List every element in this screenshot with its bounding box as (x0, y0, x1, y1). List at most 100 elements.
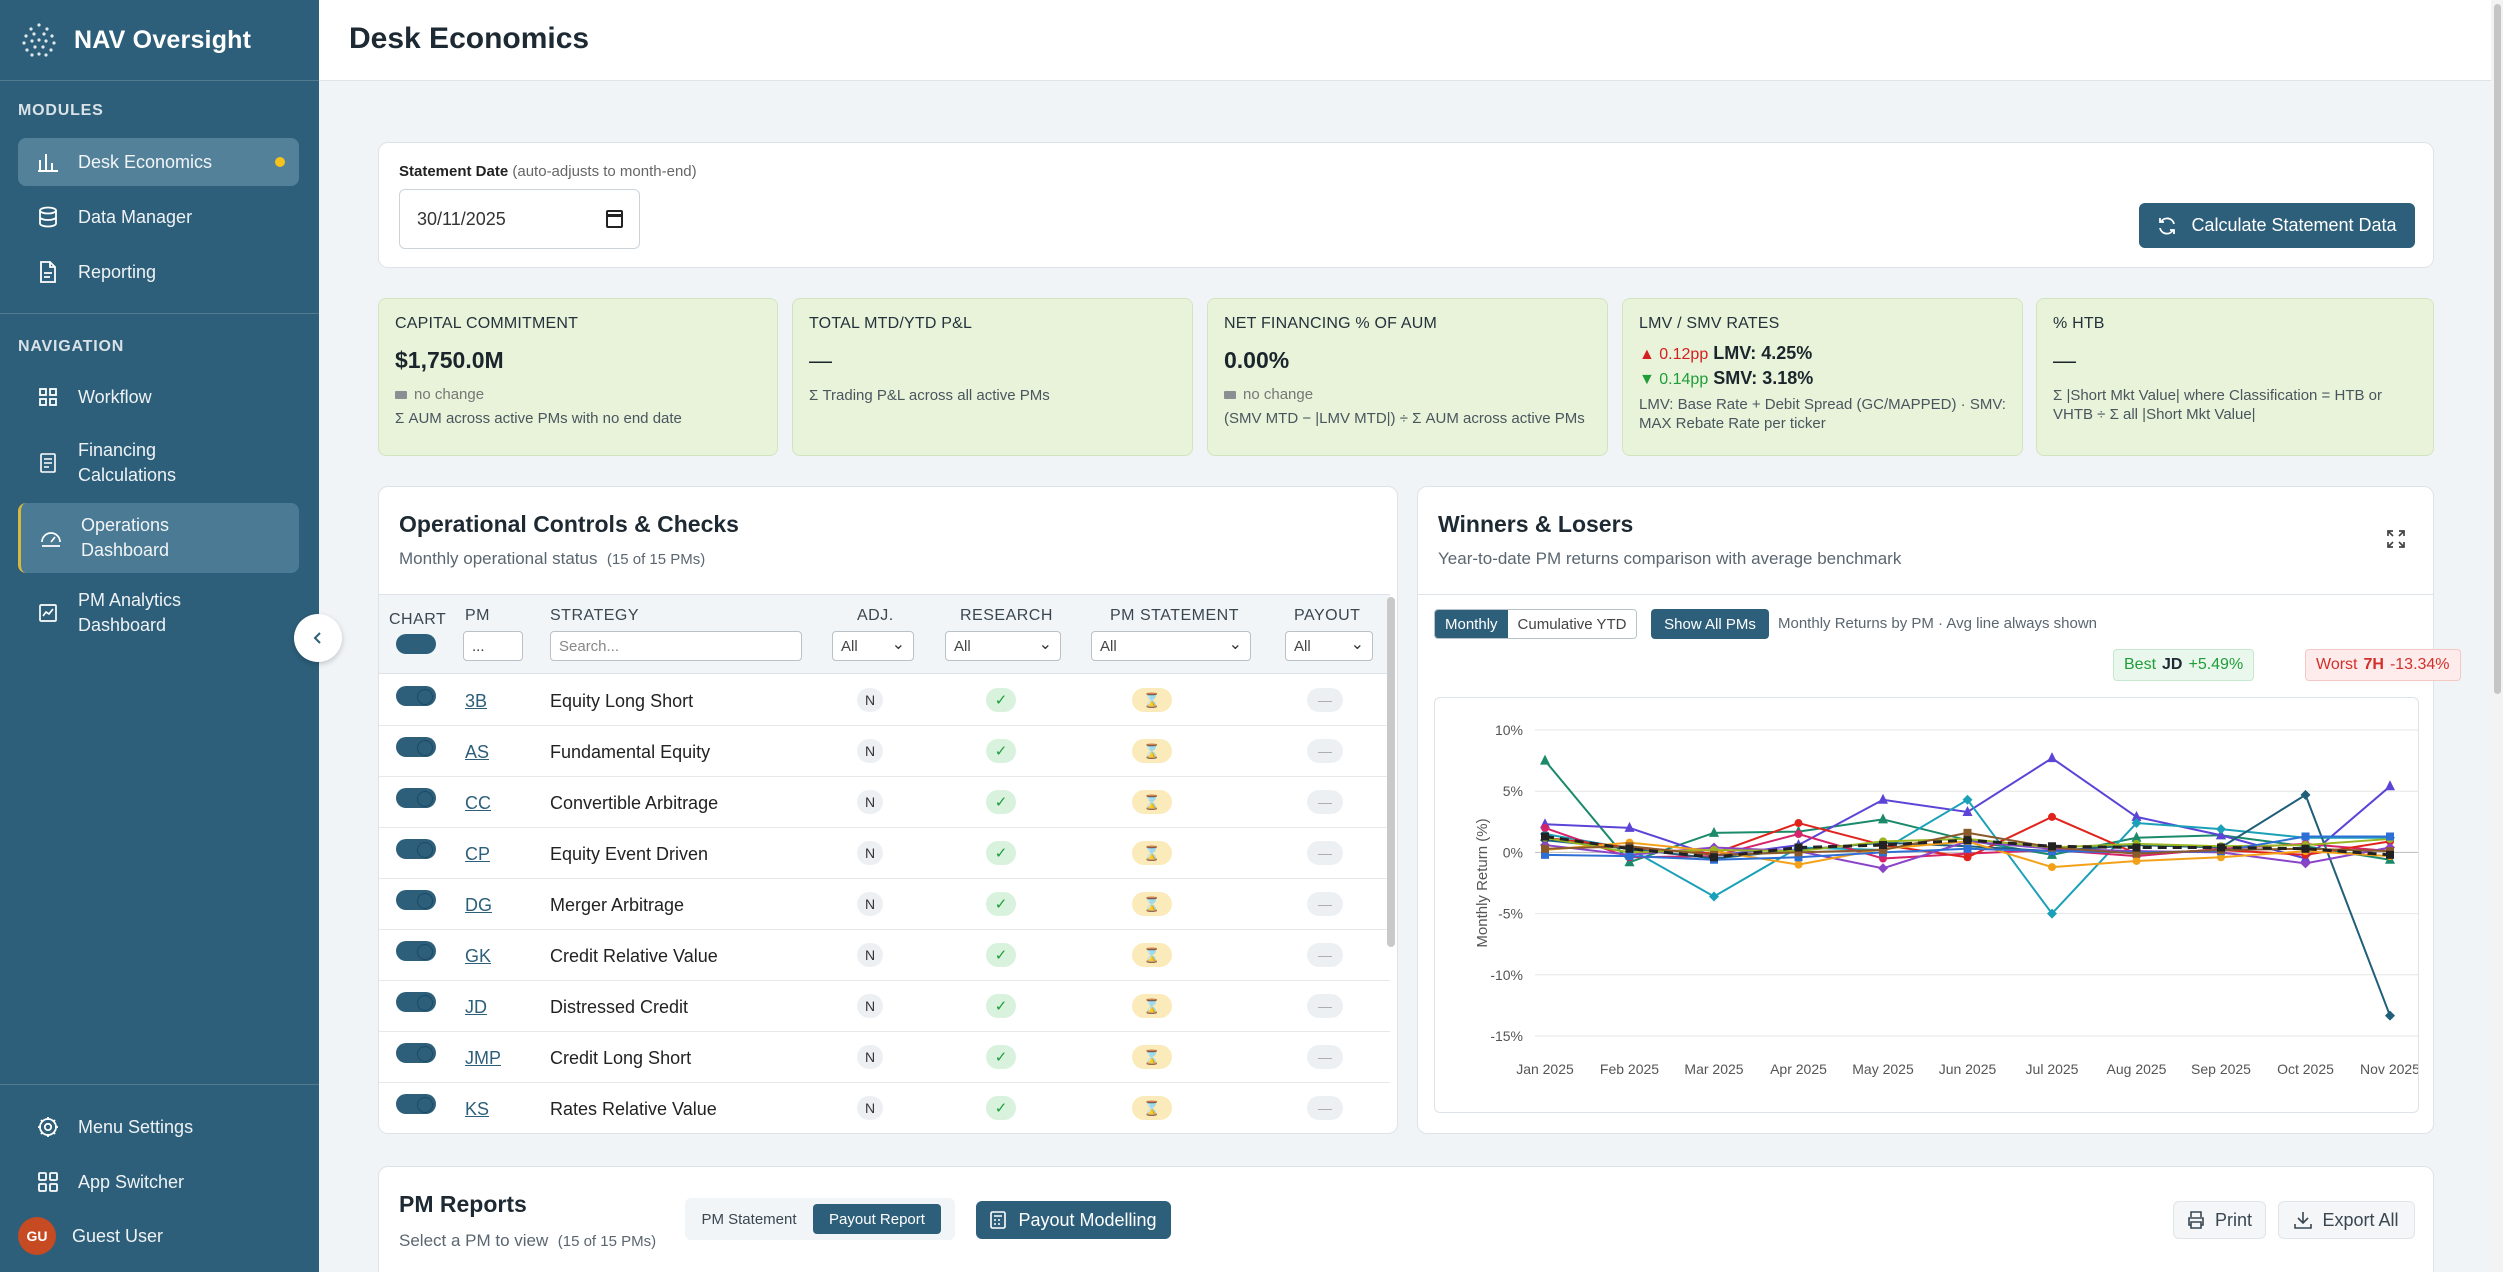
table-row: KS Rates Relative Value N ✓ ⌛ — (379, 1083, 1390, 1133)
payout-modelling-button[interactable]: Payout Modelling (976, 1201, 1171, 1239)
data-point (1540, 754, 1550, 765)
chart-toggle[interactable] (396, 890, 436, 910)
sidebar-item-data-manager[interactable]: Data Manager (18, 193, 299, 241)
adj-status-badge: N (857, 943, 883, 967)
logo-icon (22, 23, 56, 57)
sidebar-item-label: Desk Economics (78, 151, 213, 172)
pm-link[interactable]: JD (465, 997, 487, 1017)
statement-pending-icon: ⌛ (1132, 739, 1172, 763)
sidebar-item-workflow[interactable]: Workflow (18, 373, 299, 421)
adj-status-badge: N (857, 739, 883, 763)
pm-link[interactable]: AS (465, 742, 490, 762)
col-pm-statement: PM STATEMENT (1110, 607, 1239, 624)
chart-all-toggle[interactable] (396, 634, 436, 654)
x-tick-label: Sep 2025 (2191, 1061, 2251, 1077)
sidebar-item-financing-calculations[interactable]: Financing Calculations (18, 428, 299, 498)
chart-toggle[interactable] (396, 941, 436, 961)
adj-filter-select[interactable]: All (832, 631, 914, 661)
collapse-sidebar-button[interactable] (294, 614, 342, 662)
data-point (2048, 842, 2056, 851)
sidebar: NAV Oversight MODULES Desk Economics Dat… (0, 0, 319, 1272)
data-point (1878, 793, 1888, 804)
sidebar-item-menu-settings[interactable]: Menu Settings (18, 1103, 299, 1151)
research-filter-select[interactable]: All (945, 631, 1061, 661)
research-check-icon: ✓ (986, 1045, 1016, 1069)
data-point (2301, 844, 2310, 853)
chart-toggle[interactable] (396, 737, 436, 757)
kpi-value: $1,750.0M (395, 347, 504, 373)
research-check-icon: ✓ (986, 841, 1016, 865)
calculate-statement-data-button[interactable]: Calculate Statement Data (2139, 203, 2415, 248)
chart-toggle[interactable] (396, 686, 436, 706)
calendar-icon[interactable] (606, 210, 623, 228)
kpi-change: no change (395, 386, 761, 403)
kpi-description: LMV: Base Rate + Debit Spread (GC/MAPPED… (1639, 396, 2006, 432)
smv-delta: ▼ 0.14pp (1639, 371, 1709, 388)
worst-value: -13.34% (2389, 656, 2450, 673)
chart-toggle[interactable] (396, 1043, 436, 1063)
sidebar-item-desk-economics[interactable]: Desk Economics (18, 138, 299, 186)
pm-link[interactable]: CC (465, 793, 491, 813)
table-row: 3B Equity Long Short N ✓ ⌛ — (379, 675, 1390, 726)
data-point (1962, 794, 1973, 805)
kpi-capital-commitment: CAPITAL COMMITMENT $1,750.0M no change Σ… (378, 298, 778, 456)
pm-link[interactable]: KS (465, 1099, 490, 1119)
sidebar-item-reporting[interactable]: Reporting (18, 248, 299, 296)
x-tick-label: Oct 2025 (2277, 1061, 2334, 1077)
pm-link[interactable]: 3B (465, 691, 488, 711)
active-indicator-dot (275, 157, 285, 167)
return-mode-toggle[interactable]: Monthly Cumulative YTD (1434, 609, 1638, 639)
payout-filter-select[interactable]: All (1285, 631, 1373, 661)
payout-status-badge: — (1307, 790, 1343, 814)
sidebar-item-pm-analytics-dashboard[interactable]: PM Analytics Dashboard (18, 578, 299, 648)
sidebar-item-app-switcher[interactable]: App Switcher (18, 1158, 299, 1206)
user-profile[interactable]: GU Guest User (18, 1215, 299, 1257)
table-scrollbar[interactable] (1387, 597, 1395, 947)
table-row: CP Equity Event Driven N ✓ ⌛ — (379, 828, 1390, 879)
pm-link[interactable]: DG (465, 895, 492, 915)
export-all-button[interactable]: Export All (2278, 1201, 2415, 1239)
chart-toggle[interactable] (396, 992, 436, 1012)
reports-count: (15 of 15 PMs) (557, 1233, 657, 1250)
payout-status-badge: — (1307, 1096, 1343, 1120)
pm-link[interactable]: CP (465, 844, 491, 864)
mode-monthly[interactable]: Monthly (1435, 610, 1508, 638)
chart-toggle[interactable] (396, 1094, 436, 1114)
kpi-net-financing: NET FINANCING % OF AUM 0.00% no change (… (1207, 298, 1608, 456)
pm-filter-input[interactable]: ... (463, 631, 523, 661)
statement-date-value: 30/11/2025 (417, 208, 506, 229)
chart-caption: Monthly Returns by PM · Avg line always … (1778, 615, 2098, 632)
data-point (1962, 806, 1973, 817)
page-scrollbar-thumb[interactable] (2494, 4, 2501, 694)
payout-status-badge: — (1307, 994, 1343, 1018)
sidebar-item-label: Workflow (78, 386, 152, 407)
strategy-search-input[interactable]: Search... (550, 631, 802, 661)
mode-cumulative-ytd[interactable]: Cumulative YTD (1507, 610, 1637, 638)
kpi-description: Σ AUM across active PMs with no end date (395, 410, 682, 427)
smv-value: SMV: 3.18% (1713, 368, 1814, 388)
card-title: PM Reports (399, 1191, 527, 1217)
print-button[interactable]: Print (2173, 1201, 2266, 1239)
page-title: Desk Economics (349, 22, 590, 55)
show-all-pms-button[interactable]: Show All PMs (1651, 609, 1769, 639)
pm-link[interactable]: GK (465, 946, 492, 966)
pm-statement-filter-select[interactable]: All (1091, 631, 1251, 661)
x-tick-label: Nov 2025 (2360, 1061, 2418, 1077)
kpi-change-text: no change (414, 386, 485, 403)
chart-toggle[interactable] (396, 788, 436, 808)
data-point (2048, 812, 2056, 821)
col-adj: ADJ. (857, 607, 894, 624)
tab-payout-report[interactable]: Payout Report (813, 1204, 941, 1234)
sidebar-item-operations-dashboard[interactable]: Operations Dashboard (18, 503, 299, 573)
tab-pm-statement[interactable]: PM Statement (701, 1210, 797, 1228)
expand-icon[interactable] (2387, 530, 2405, 548)
chart-toggle[interactable] (396, 839, 436, 859)
lmv-delta: ▲ 0.12pp (1639, 346, 1709, 363)
pm-link[interactable]: JMP (465, 1048, 501, 1068)
strategy-cell: Equity Event Driven (550, 844, 709, 864)
kpi-total-pnl: TOTAL MTD/YTD P&L — Σ Trading P&L across… (792, 298, 1193, 456)
data-point (2217, 843, 2225, 852)
brand[interactable]: NAV Oversight (20, 20, 251, 60)
sidebar-item-label: App Switcher (78, 1171, 185, 1192)
statement-date-input[interactable]: 30/11/2025 (399, 189, 640, 249)
